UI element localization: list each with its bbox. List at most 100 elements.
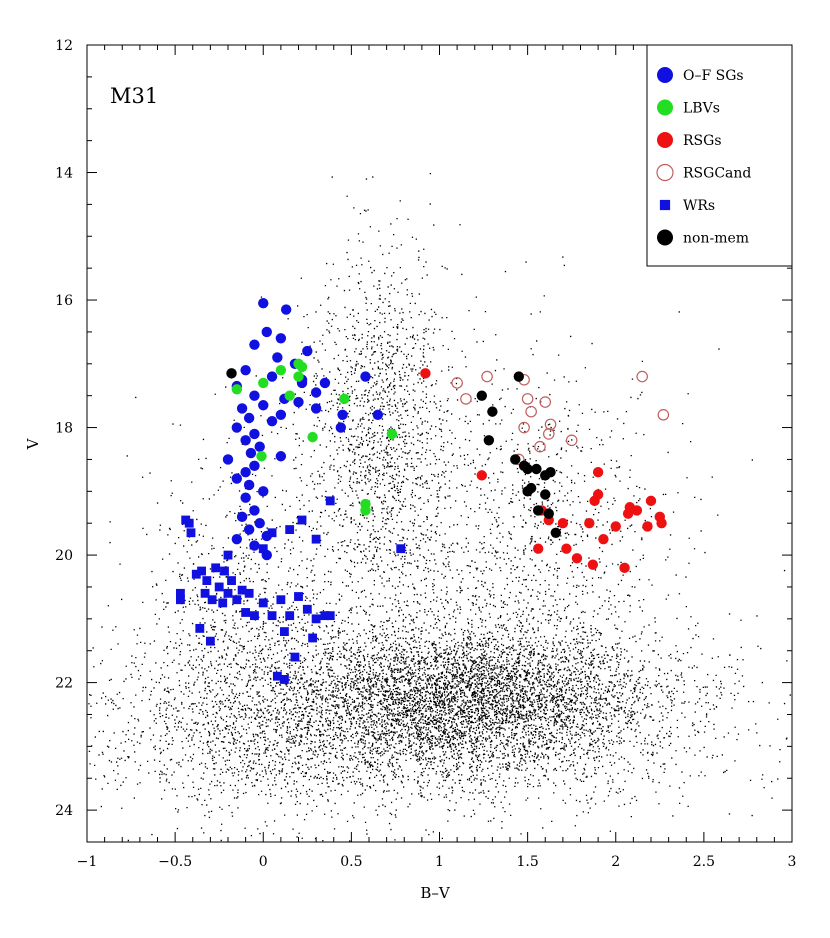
data-point <box>243 524 255 535</box>
data-point <box>656 518 667 529</box>
data-point <box>360 505 371 516</box>
legend-marker <box>659 199 671 211</box>
data-point <box>302 345 313 357</box>
y-tick-label: 24 <box>55 803 73 819</box>
data-point <box>525 482 537 494</box>
legend-label: RSGCand <box>683 166 751 182</box>
data-point <box>236 511 248 523</box>
x-tick-label: 2 <box>611 854 620 870</box>
data-point <box>249 428 260 440</box>
data-point <box>258 298 269 309</box>
data-point <box>293 396 304 408</box>
data-point <box>175 595 185 605</box>
legend-label: RSGs <box>683 133 722 149</box>
data-point <box>319 377 331 389</box>
data-point <box>310 387 322 398</box>
legend-label: non-mem <box>683 231 749 247</box>
data-point <box>258 598 268 608</box>
data-point <box>297 515 307 525</box>
data-point <box>293 371 304 382</box>
y-tick-label: 20 <box>55 548 73 564</box>
data-point <box>302 604 312 614</box>
data-point <box>487 406 498 417</box>
data-point <box>240 492 251 503</box>
data-point <box>531 463 542 475</box>
data-point <box>275 409 287 421</box>
data-point <box>296 361 308 373</box>
data-point <box>360 371 371 382</box>
series-5 <box>226 368 562 538</box>
data-point <box>279 627 289 637</box>
data-point <box>631 505 643 516</box>
x-tick-label: 2.5 <box>693 854 715 870</box>
data-point <box>294 592 303 601</box>
data-point <box>245 447 257 459</box>
x-tick-label: 3 <box>788 854 797 870</box>
legend-box <box>646 44 793 267</box>
data-point <box>525 405 537 418</box>
data-point <box>308 633 318 643</box>
series-0 <box>222 298 384 561</box>
legend: O–F SGs LBVs RSGs RSGCand WRs non-mem <box>646 44 793 267</box>
data-point <box>311 534 321 544</box>
data-point <box>200 588 210 598</box>
data-point <box>565 434 578 447</box>
data-point <box>307 431 318 443</box>
data-point <box>258 486 269 497</box>
series-1 <box>231 358 398 516</box>
data-point <box>186 528 196 538</box>
data-point <box>231 473 243 484</box>
legend-label: O–F SGs <box>683 68 744 84</box>
data-point <box>205 636 215 646</box>
data-markers <box>175 298 670 684</box>
data-point <box>275 364 287 376</box>
data-point <box>545 466 556 478</box>
data-point <box>223 550 233 560</box>
data-point <box>258 377 269 389</box>
data-point <box>254 518 265 529</box>
data-point <box>619 562 630 574</box>
data-point <box>584 518 595 529</box>
data-point <box>223 588 233 598</box>
data-point <box>592 466 604 478</box>
y-tick-label: 18 <box>55 421 73 437</box>
data-point <box>372 409 384 421</box>
data-point <box>249 390 260 401</box>
data-point <box>220 566 229 576</box>
data-point <box>250 611 259 621</box>
data-point <box>267 611 277 621</box>
data-point <box>533 505 544 516</box>
data-point <box>249 540 260 551</box>
data-point <box>279 674 289 684</box>
legend-marker <box>657 132 673 148</box>
data-point <box>267 528 277 538</box>
y-tick-label: 22 <box>55 676 73 692</box>
data-point <box>420 368 431 379</box>
data-point <box>513 371 525 382</box>
data-point <box>261 326 272 338</box>
data-point <box>266 371 278 382</box>
data-point <box>240 435 251 446</box>
data-point <box>272 352 283 363</box>
x-tick-labels: −1 −0.5 0 0.5 1 1.5 2 2.5 3 <box>77 854 797 870</box>
data-point <box>396 544 406 554</box>
data-point <box>534 440 546 453</box>
data-point <box>197 566 206 576</box>
data-point <box>222 454 234 465</box>
y-tick-label: 14 <box>55 166 73 182</box>
data-point <box>258 400 269 411</box>
data-point <box>540 489 551 500</box>
data-point <box>337 409 348 421</box>
data-point <box>244 588 254 598</box>
x-tick-label: −0.5 <box>158 854 192 870</box>
data-point <box>275 333 287 344</box>
x-axis-label: B–V <box>420 884 451 902</box>
data-point <box>249 460 260 472</box>
x-tick-label: 1 <box>435 854 444 870</box>
data-point <box>285 611 295 621</box>
data-point <box>211 563 221 573</box>
data-point <box>542 428 555 440</box>
data-point <box>236 403 248 414</box>
data-point <box>243 479 255 491</box>
data-point <box>533 543 544 554</box>
